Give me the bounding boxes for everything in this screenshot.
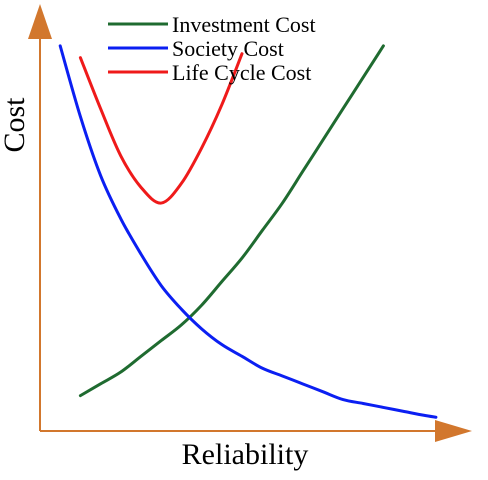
series-line-investment-cost [78,44,385,398]
curves-layer [58,44,438,419]
series-line-life-cycle-cost [78,52,244,205]
legend-label-society-cost: Society Cost [172,36,284,61]
legend-label-investment-cost: Investment Cost [172,12,316,37]
y-axis-label: Cost [0,97,31,153]
x-axis-arrowhead [435,420,472,442]
legend-label-life-cycle-cost: Life Cycle Cost [172,60,311,85]
x-axis-label: Reliability [182,438,309,471]
series-line-society-cost [58,44,438,419]
y-axis-arrowhead [28,4,52,39]
